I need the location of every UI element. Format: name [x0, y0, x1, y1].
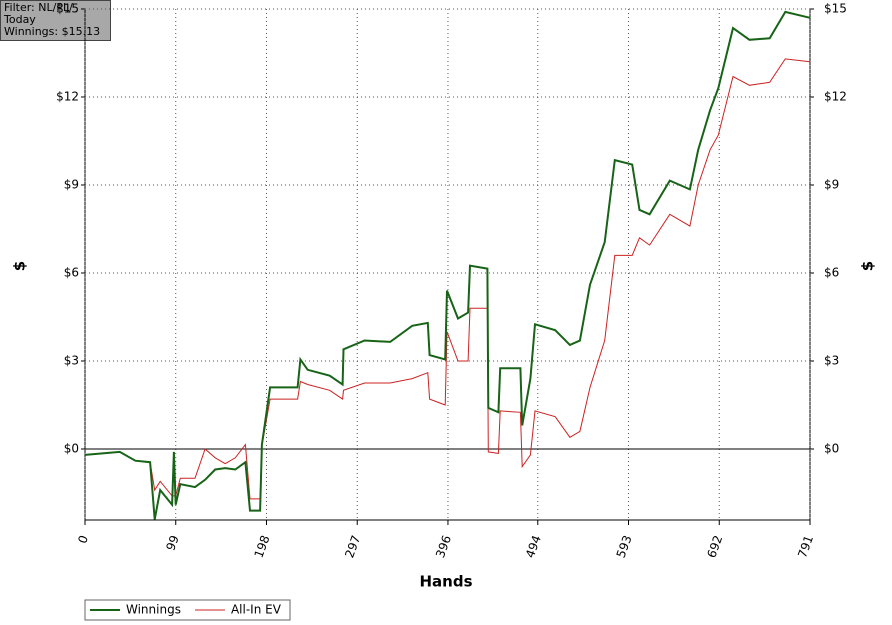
filter-box	[0, 0, 111, 41]
legend-label: All-In EV	[231, 603, 282, 617]
legend-label: Winnings	[126, 603, 181, 617]
y-tick-label: $0	[64, 442, 79, 456]
filter-line: Today	[3, 13, 36, 26]
x-axis-label: Hands	[419, 573, 472, 591]
y-tick-label-right: $15	[824, 2, 847, 16]
y-axis-label-right: $	[859, 261, 877, 271]
y-tick-label: $12	[56, 90, 79, 104]
y-tick-label: $3	[64, 354, 79, 368]
y-tick-label-right: $0	[824, 442, 839, 456]
y-tick-label-right: $3	[824, 354, 839, 368]
y-tick-label-right: $12	[824, 90, 847, 104]
filter-line: Winnings: $15.13	[4, 25, 100, 38]
y-tick-label-right: $9	[824, 178, 839, 192]
y-tick-label: $6	[64, 266, 79, 280]
series-line	[84, 58, 811, 500]
y-axis-label: $	[11, 261, 29, 271]
series-line	[84, 10, 811, 520]
y-tick-label: $15	[56, 2, 79, 16]
y-tick-label-right: $6	[824, 266, 839, 280]
y-tick-label: $9	[64, 178, 79, 192]
x-tick-label: 0	[75, 533, 91, 545]
x-tick-label: 99	[163, 533, 181, 552]
filter-line: Filter: NL/PL/	[4, 1, 73, 14]
legend	[84, 599, 291, 621]
